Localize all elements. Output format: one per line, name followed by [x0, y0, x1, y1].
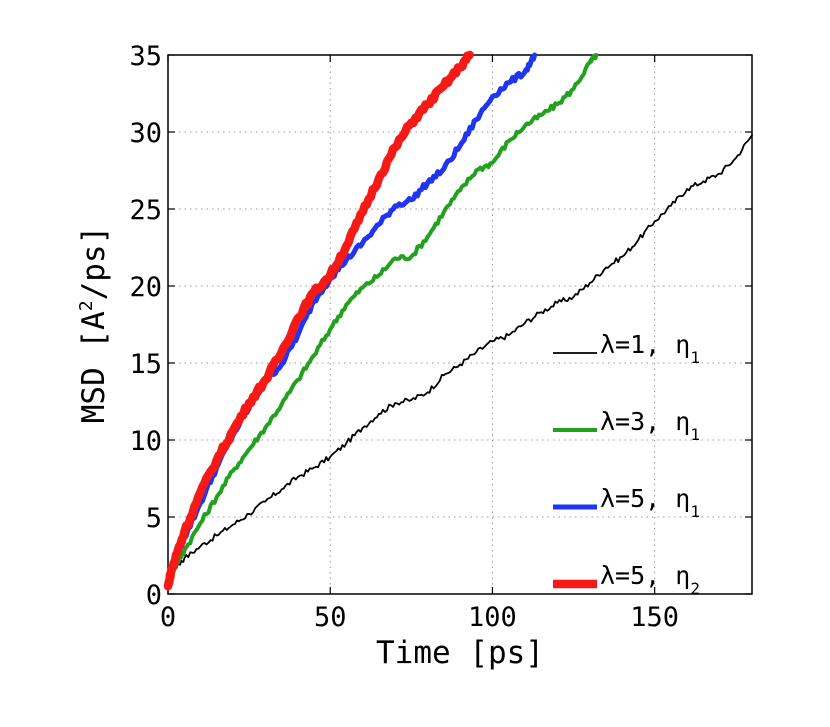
- legend-label-main: λ=1, η: [600, 330, 690, 359]
- y-tick-label: 5: [146, 503, 162, 534]
- legend-label-subscript: 1: [690, 425, 700, 444]
- legend-label-main: λ=5, η: [600, 561, 690, 590]
- axis-ticks: 0 50 100 150 0 5 10 15 20 25 30 35: [129, 41, 752, 633]
- x-tick-label: 150: [630, 602, 679, 633]
- y-tick-label: 10: [129, 426, 162, 457]
- legend-label: λ=5, η2: [600, 561, 700, 598]
- y-tick-label: 30: [129, 118, 162, 149]
- legend: λ=1, η1λ=3, η1λ=5, η1λ=5, η2: [553, 330, 700, 598]
- legend-label-subscript: 1: [690, 502, 700, 521]
- legend-entry: λ=5, η1: [553, 484, 700, 521]
- legend-label: λ=3, η1: [600, 407, 700, 444]
- legend-entry: λ=1, η1: [553, 330, 700, 367]
- y-tick-label: 25: [129, 195, 162, 226]
- y-tick-label: 0: [146, 580, 162, 611]
- legend-label: λ=5, η1: [600, 484, 700, 521]
- y-axis-label-unit: /ps]: [76, 226, 112, 301]
- y-tick-label: 20: [129, 272, 162, 303]
- series-line: [166, 53, 599, 589]
- x-tick-label: 100: [468, 602, 517, 633]
- y-axis-label-superscript: 2: [76, 300, 97, 311]
- legend-entry: λ=5, η2: [553, 561, 700, 598]
- series-line: [165, 52, 538, 589]
- x-tick-label: 50: [314, 602, 347, 633]
- legend-entry: λ=3, η1: [553, 407, 700, 444]
- legend-label: λ=1, η1: [600, 330, 700, 367]
- y-axis-label-main: MSD [A: [76, 311, 112, 423]
- legend-label-subscript: 1: [690, 348, 700, 367]
- y-axis-label: MSD [A2/ps]: [76, 226, 112, 423]
- series-lines: [163, 50, 753, 591]
- legend-label-subscript: 2: [690, 579, 700, 598]
- series-line: [167, 134, 753, 588]
- y-tick-label: 15: [129, 349, 162, 380]
- plot-frame: [167, 54, 753, 595]
- series-line: [163, 50, 474, 591]
- x-tick-label: 0: [160, 602, 176, 633]
- x-axis-label: Time [ps]: [376, 635, 544, 671]
- legend-label-main: λ=5, η: [600, 484, 690, 513]
- grid: [168, 55, 752, 594]
- legend-label-main: λ=3, η: [600, 407, 690, 436]
- y-tick-label: 35: [129, 41, 162, 72]
